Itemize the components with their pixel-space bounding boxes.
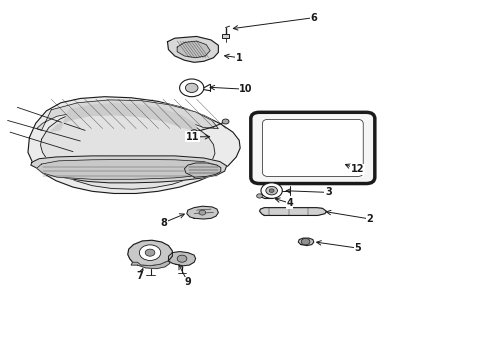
Polygon shape: [131, 261, 170, 269]
Text: 5: 5: [354, 243, 361, 253]
Polygon shape: [51, 104, 197, 131]
Text: 2: 2: [367, 214, 373, 224]
Polygon shape: [128, 240, 172, 266]
Polygon shape: [168, 36, 219, 62]
Polygon shape: [177, 41, 210, 58]
Text: 4: 4: [286, 198, 293, 208]
Circle shape: [266, 186, 277, 195]
Circle shape: [180, 79, 204, 97]
Text: 7: 7: [137, 271, 143, 282]
Text: 10: 10: [239, 84, 253, 94]
Polygon shape: [298, 238, 314, 246]
Polygon shape: [187, 206, 219, 219]
Polygon shape: [169, 252, 196, 266]
Circle shape: [145, 249, 155, 256]
Text: 3: 3: [325, 188, 332, 197]
Polygon shape: [37, 100, 219, 130]
Circle shape: [222, 119, 229, 124]
Text: 11: 11: [186, 132, 199, 142]
Polygon shape: [184, 163, 221, 177]
FancyBboxPatch shape: [251, 112, 375, 184]
Circle shape: [199, 210, 206, 215]
Text: 12: 12: [351, 165, 364, 174]
Polygon shape: [37, 159, 220, 179]
Text: 8: 8: [161, 217, 168, 228]
Polygon shape: [41, 108, 215, 189]
Text: 9: 9: [184, 277, 191, 287]
Circle shape: [269, 189, 274, 192]
Circle shape: [261, 183, 282, 198]
Circle shape: [191, 130, 197, 135]
Circle shape: [301, 238, 310, 245]
Text: 1: 1: [236, 53, 243, 63]
Polygon shape: [31, 156, 226, 183]
Bar: [222, 34, 229, 38]
FancyBboxPatch shape: [263, 120, 363, 176]
Text: 6: 6: [311, 13, 317, 23]
Circle shape: [177, 255, 187, 262]
Circle shape: [257, 194, 263, 198]
Circle shape: [139, 245, 161, 260]
Polygon shape: [260, 208, 326, 215]
Polygon shape: [28, 97, 240, 193]
Circle shape: [185, 83, 198, 93]
